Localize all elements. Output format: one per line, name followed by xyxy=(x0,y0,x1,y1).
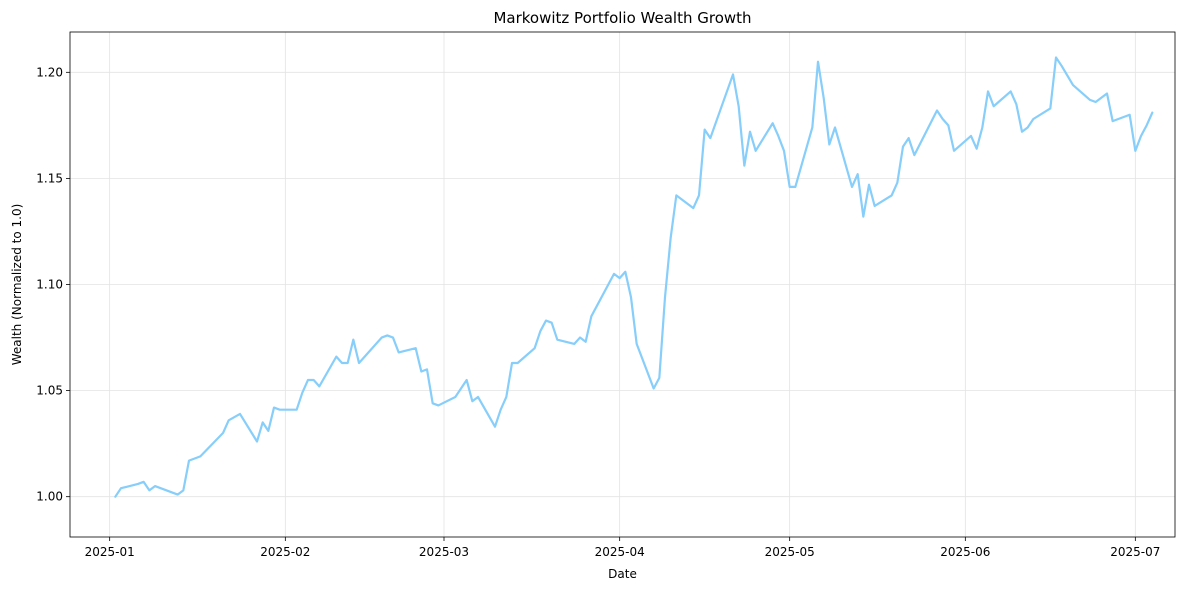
grid xyxy=(70,32,1175,537)
x-tick-label: 2025-04 xyxy=(595,545,645,559)
wealth-series-line xyxy=(114,56,1154,498)
x-axis-label: Date xyxy=(608,567,637,581)
x-tick-label: 2025-05 xyxy=(765,545,815,559)
x-tick-label: 2025-06 xyxy=(940,545,990,559)
y-tick-label: 1.05 xyxy=(36,384,63,398)
chart-title: Markowitz Portfolio Wealth Growth xyxy=(493,9,751,27)
series-layer xyxy=(114,56,1154,498)
y-axis-ticks: 1.00 1.05 1.10 1.15 1.20 xyxy=(36,65,70,504)
y-axis-label: Wealth (Normalized to 1.0) xyxy=(10,204,24,366)
x-tick-label: 2025-02 xyxy=(260,545,310,559)
x-axis-ticks: 2025-01 2025-02 2025-03 2025-04 2025-05 2025-… xyxy=(85,537,1160,559)
y-tick-label: 1.00 xyxy=(36,490,63,504)
y-tick-label: 1.20 xyxy=(36,65,63,79)
x-tick-label: 2025-01 xyxy=(85,545,135,559)
x-tick-label: 2025-07 xyxy=(1110,545,1160,559)
x-tick-label: 2025-03 xyxy=(419,545,469,559)
y-tick-label: 1.15 xyxy=(36,171,63,185)
y-tick-label: 1.10 xyxy=(36,278,63,292)
